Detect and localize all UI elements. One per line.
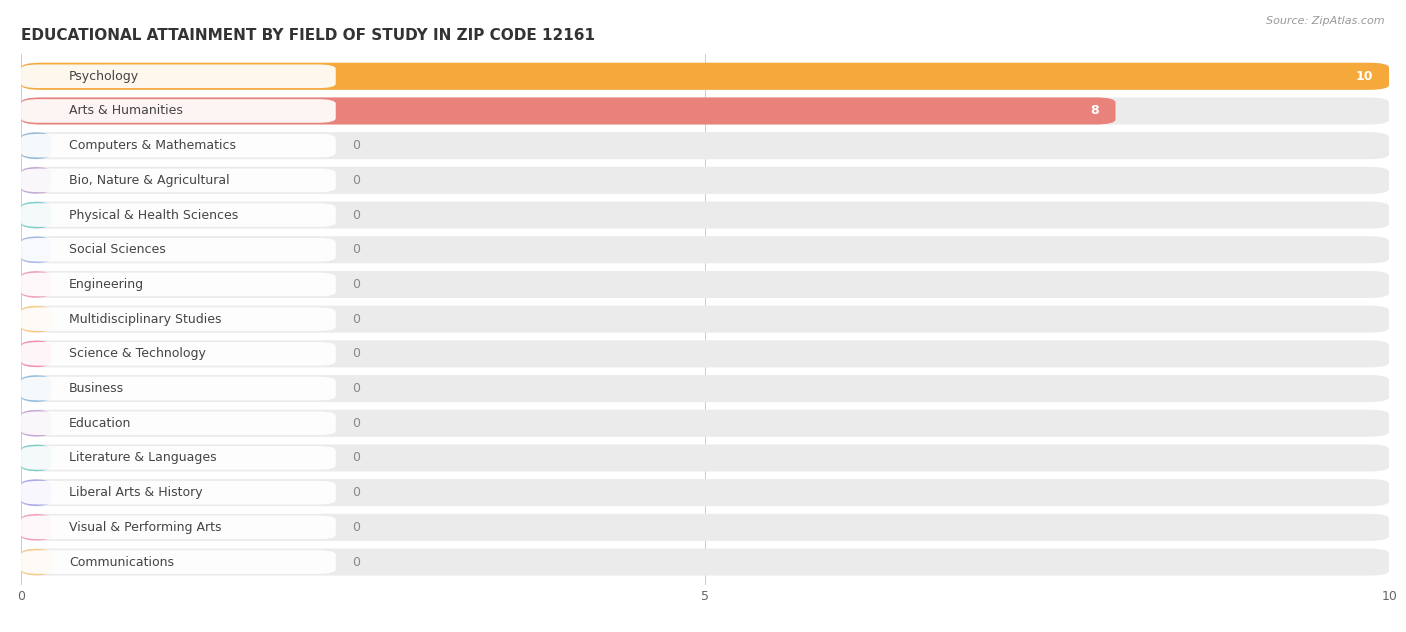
Text: EDUCATIONAL ATTAINMENT BY FIELD OF STUDY IN ZIP CODE 12161: EDUCATIONAL ATTAINMENT BY FIELD OF STUDY… [21,28,595,43]
Text: Visual & Performing Arts: Visual & Performing Arts [69,521,222,534]
FancyBboxPatch shape [21,481,336,504]
Text: Business: Business [69,382,124,395]
Text: 0: 0 [352,174,360,187]
FancyBboxPatch shape [21,236,1389,264]
Text: Source: ZipAtlas.com: Source: ZipAtlas.com [1267,16,1385,26]
FancyBboxPatch shape [21,63,1389,90]
Text: 0: 0 [352,382,360,395]
Text: 0: 0 [352,451,360,465]
Text: Multidisciplinary Studies: Multidisciplinary Studies [69,313,222,325]
FancyBboxPatch shape [21,167,51,194]
FancyBboxPatch shape [21,202,51,229]
FancyBboxPatch shape [21,271,1389,298]
FancyBboxPatch shape [21,549,1389,576]
Text: 0: 0 [352,313,360,325]
Text: 0: 0 [352,416,360,430]
FancyBboxPatch shape [21,204,336,227]
FancyBboxPatch shape [21,479,51,506]
Text: Engineering: Engineering [69,278,143,291]
FancyBboxPatch shape [21,410,1389,437]
FancyBboxPatch shape [21,167,1389,194]
FancyBboxPatch shape [21,446,336,470]
FancyBboxPatch shape [21,307,336,331]
FancyBboxPatch shape [21,342,336,366]
FancyBboxPatch shape [21,375,1389,402]
FancyBboxPatch shape [21,516,336,539]
Text: 0: 0 [352,278,360,291]
FancyBboxPatch shape [21,271,51,298]
Text: Physical & Health Sciences: Physical & Health Sciences [69,209,238,222]
Text: 0: 0 [352,348,360,360]
FancyBboxPatch shape [21,444,51,471]
FancyBboxPatch shape [21,306,1389,332]
Text: 10: 10 [1355,70,1372,83]
FancyBboxPatch shape [21,238,336,262]
Text: 0: 0 [352,243,360,256]
FancyBboxPatch shape [21,410,51,437]
FancyBboxPatch shape [21,202,1389,229]
Text: 8: 8 [1091,104,1099,118]
Text: 0: 0 [352,556,360,569]
Text: Liberal Arts & History: Liberal Arts & History [69,486,202,499]
FancyBboxPatch shape [21,444,1389,471]
Text: Psychology: Psychology [69,70,139,83]
FancyBboxPatch shape [21,97,1115,125]
Text: Arts & Humanities: Arts & Humanities [69,104,183,118]
FancyBboxPatch shape [21,514,51,541]
FancyBboxPatch shape [21,550,336,574]
Text: 0: 0 [352,209,360,222]
FancyBboxPatch shape [21,479,1389,506]
Text: 0: 0 [352,521,360,534]
FancyBboxPatch shape [21,411,336,435]
Text: Communications: Communications [69,556,174,569]
Text: Education: Education [69,416,131,430]
FancyBboxPatch shape [21,64,336,88]
Text: Science & Technology: Science & Technology [69,348,205,360]
FancyBboxPatch shape [21,97,1389,125]
FancyBboxPatch shape [21,134,336,157]
Text: Computers & Mathematics: Computers & Mathematics [69,139,236,152]
FancyBboxPatch shape [21,169,336,192]
FancyBboxPatch shape [21,514,1389,541]
FancyBboxPatch shape [21,63,1389,90]
Text: Bio, Nature & Agricultural: Bio, Nature & Agricultural [69,174,229,187]
Text: 0: 0 [352,486,360,499]
FancyBboxPatch shape [21,377,336,400]
FancyBboxPatch shape [21,132,1389,159]
FancyBboxPatch shape [21,340,1389,367]
Text: 0: 0 [352,139,360,152]
Text: Social Sciences: Social Sciences [69,243,166,256]
FancyBboxPatch shape [21,132,51,159]
FancyBboxPatch shape [21,306,51,332]
FancyBboxPatch shape [21,375,51,402]
FancyBboxPatch shape [21,99,336,123]
FancyBboxPatch shape [21,549,51,576]
Text: Literature & Languages: Literature & Languages [69,451,217,465]
FancyBboxPatch shape [21,272,336,296]
FancyBboxPatch shape [21,236,51,264]
FancyBboxPatch shape [21,340,51,367]
